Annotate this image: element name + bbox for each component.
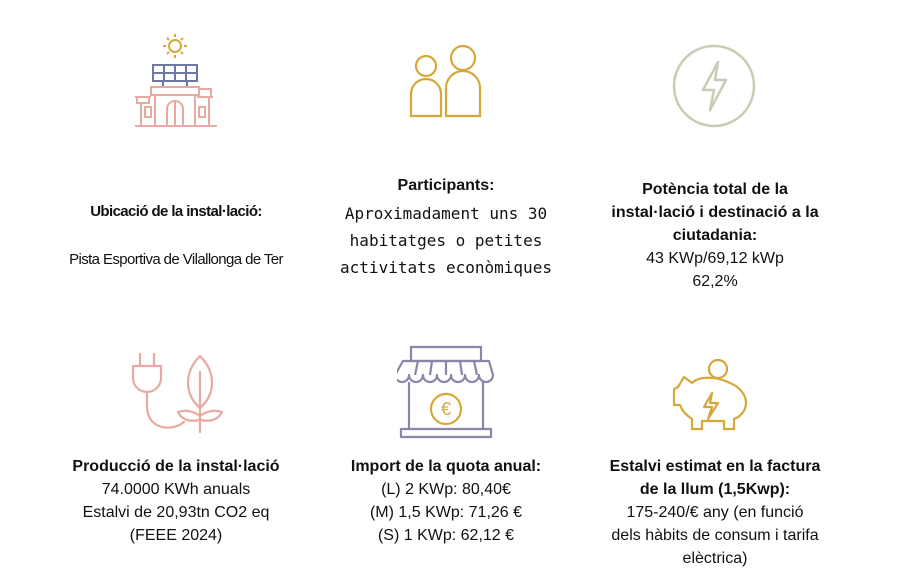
- fee-block: Import de la quota anual: (L) 2 KWp: 80,…: [320, 455, 572, 547]
- power-title-3: ciutadania:: [672, 227, 758, 244]
- participants-title: Participants:: [397, 177, 495, 194]
- participants-block: Participants: Aproximadament uns 30 habi…: [318, 174, 574, 281]
- participants-line-3: activitats econòmiques: [340, 258, 552, 277]
- power-block: Potència total de la instal·lació i dest…: [580, 178, 850, 293]
- people-icon: [409, 44, 482, 118]
- plug-leaf-icon: [131, 352, 224, 434]
- power-line-1: 43 KWp/69,12 kWp: [646, 250, 784, 267]
- savings-line-1: 175-240/€ any (en funció: [626, 504, 804, 521]
- production-line-2: Estalvi de 20,93tn CO2 eq: [82, 504, 270, 521]
- savings-block: Estalvi estimat en la factura de la llum…: [585, 455, 845, 570]
- fee-line-2: (M) 1,5 KWp: 71,26 €: [369, 504, 523, 521]
- solar-building-icon: [135, 34, 217, 127]
- fee-title: Import de la quota anual:: [350, 458, 542, 475]
- lightning-circle-icon: [672, 44, 756, 128]
- fee-line-1: (L) 2 KWp: 80,40€: [381, 481, 511, 498]
- savings-title-1: Estalvi estimat en la factura: [609, 458, 821, 475]
- savings-line-3: elèctrica): [682, 550, 748, 567]
- piggy-bank-lightning-icon: [672, 358, 748, 431]
- location-title: Ubicació de la instal·lació:: [90, 203, 262, 220]
- power-line-2: 62,2%: [692, 273, 738, 290]
- power-title-1: Potència total de la: [642, 181, 788, 198]
- fee-line-3: (S) 1 KWp: 62,12 €: [377, 527, 515, 544]
- production-line-1: 74.0000 KWh anuals: [101, 481, 251, 498]
- power-title-2: instal·lació i destinació a la: [611, 204, 819, 221]
- participants-line-1: Aproximadament uns 30: [344, 204, 548, 223]
- savings-line-2: dels hàbits de consum i tarifa: [611, 527, 819, 544]
- participants-line-2: habitatges o petites: [349, 231, 543, 250]
- location-block: Ubicació de la instal·lació: Pista Espor…: [60, 202, 292, 270]
- market-stall-euro-icon: €: [397, 345, 495, 439]
- location-value: Pista Esportiva de Vilallonga de Ter: [69, 251, 283, 268]
- svg-text:€: €: [441, 399, 451, 419]
- production-block: Producció de la instal·lació 74.0000 KWh…: [46, 455, 306, 547]
- production-line-3: (FEEE 2024): [129, 527, 223, 544]
- production-title: Producció de la instal·lació: [72, 458, 280, 475]
- savings-title-2: de la llum (1,5Kwp):: [639, 481, 791, 498]
